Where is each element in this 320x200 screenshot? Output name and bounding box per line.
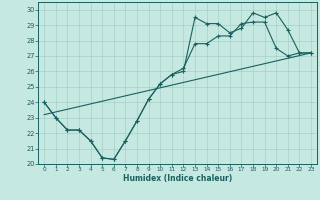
X-axis label: Humidex (Indice chaleur): Humidex (Indice chaleur) <box>123 174 232 183</box>
